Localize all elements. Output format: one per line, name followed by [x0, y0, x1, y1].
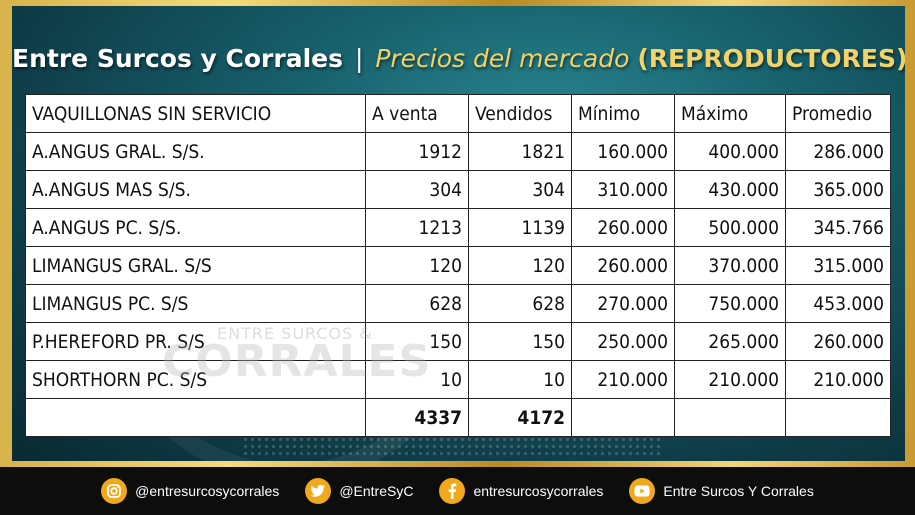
row-name: P.HEREFORD PR. S/S [25, 322, 366, 361]
total-minimo [571, 398, 675, 437]
row-a-venta: 628 [365, 284, 469, 323]
title-subtitle: Precios del mercado [375, 44, 630, 73]
row-name: SHORTHORN PC. S/S [25, 360, 366, 399]
header-vendidos: Vendidos [468, 94, 572, 133]
row-maximo: 400.000 [674, 132, 786, 171]
instagram-link[interactable]: @entresurcosycorrales [101, 478, 279, 504]
instagram-handle: @entresurcosycorrales [135, 483, 280, 499]
facebook-icon [439, 478, 466, 504]
row-promedio: 315.000 [785, 246, 891, 285]
header-maximo: Máximo [674, 94, 786, 133]
row-vendidos: 120 [468, 246, 572, 285]
totals-row: 4337 4172 [25, 398, 891, 437]
total-vendidos: 4172 [468, 398, 572, 437]
table-row: LIMANGUS PC. S/S 628 628 270.000 750.000… [25, 284, 891, 323]
header-category: VAQUILLONAS SIN SERVICIO [25, 94, 366, 133]
facebook-link[interactable]: entresurcosycorrales [439, 478, 603, 504]
header-promedio: Promedio [785, 94, 891, 133]
row-maximo: 430.000 [674, 170, 786, 209]
row-name: LIMANGUS PC. S/S [25, 284, 366, 323]
page-title: Entre Surcos y Corrales | Precios del me… [12, 44, 905, 73]
row-minimo: 270.000 [571, 284, 675, 323]
row-promedio: 345.766 [785, 208, 891, 247]
row-minimo: 160.000 [571, 132, 675, 171]
twitter-icon [305, 478, 332, 504]
row-minimo: 310.000 [571, 170, 675, 209]
title-brand: Entre Surcos y Corrales [12, 44, 343, 73]
totals-label [25, 398, 366, 437]
row-minimo: 260.000 [571, 208, 675, 247]
youtube-link[interactable]: Entre Surcos Y Corrales [629, 478, 814, 504]
main-panel: ENTRE SURCOS & CORRALES Entre Surcos y C… [12, 6, 905, 461]
total-maximo [674, 398, 786, 437]
table-row: A.ANGUS MAS S/S. 304 304 310.000 430.000… [25, 170, 891, 209]
instagram-icon [101, 478, 128, 504]
youtube-channel: Entre Surcos Y Corrales [663, 483, 814, 499]
watermark-line2: CORRALES [162, 336, 432, 387]
row-vendidos: 10 [468, 360, 572, 399]
row-name: A.ANGUS PC. S/S. [25, 208, 366, 247]
row-maximo: 750.000 [674, 284, 786, 323]
title-separator: | [354, 44, 364, 73]
row-a-venta: 1912 [365, 132, 469, 171]
row-promedio: 260.000 [785, 322, 891, 361]
social-footer: @entresurcosycorrales @EntreSyC entresur… [0, 467, 915, 515]
header-minimo: Mínimo [571, 94, 675, 133]
row-a-venta: 304 [365, 170, 469, 209]
title-category: (REPRODUCTORES) [637, 44, 905, 73]
price-table: VAQUILLONAS SIN SERVICIO A venta Vendido… [25, 94, 891, 437]
row-minimo: 260.000 [571, 246, 675, 285]
table-row: A.ANGUS PC. S/S. 1213 1139 260.000 500.0… [25, 208, 891, 247]
row-a-venta: 1213 [365, 208, 469, 247]
row-promedio: 365.000 [785, 170, 891, 209]
table-row: LIMANGUS GRAL. S/S 120 120 260.000 370.0… [25, 246, 891, 285]
table-header-row: VAQUILLONAS SIN SERVICIO A venta Vendido… [25, 94, 891, 133]
watermark-line1: ENTRE SURCOS & [217, 324, 373, 343]
twitter-link[interactable]: @EntreSyC [305, 478, 413, 504]
row-name: LIMANGUS GRAL. S/S [25, 246, 366, 285]
table-row: A.ANGUS GRAL. S/S. 1912 1821 160.000 400… [25, 132, 891, 171]
header-a-venta: A venta [365, 94, 469, 133]
row-promedio: 453.000 [785, 284, 891, 323]
row-minimo: 210.000 [571, 360, 675, 399]
facebook-handle: entresurcosycorrales [473, 483, 604, 499]
total-promedio [785, 398, 891, 437]
row-name: A.ANGUS MAS S/S. [25, 170, 366, 209]
row-promedio: 286.000 [785, 132, 891, 171]
dot-pattern [242, 436, 662, 456]
row-maximo: 370.000 [674, 246, 786, 285]
row-minimo: 250.000 [571, 322, 675, 361]
row-promedio: 210.000 [785, 360, 891, 399]
row-a-venta: 10 [365, 360, 469, 399]
row-vendidos: 1139 [468, 208, 572, 247]
table-row: SHORTHORN PC. S/S 10 10 210.000 210.000 … [25, 360, 891, 399]
row-maximo: 265.000 [674, 322, 786, 361]
row-vendidos: 304 [468, 170, 572, 209]
row-maximo: 500.000 [674, 208, 786, 247]
twitter-handle: @EntreSyC [339, 483, 414, 499]
table-row: P.HEREFORD PR. S/S 150 150 250.000 265.0… [25, 322, 891, 361]
row-a-venta: 120 [365, 246, 469, 285]
row-maximo: 210.000 [674, 360, 786, 399]
row-vendidos: 628 [468, 284, 572, 323]
row-vendidos: 1821 [468, 132, 572, 171]
total-a-venta: 4337 [365, 398, 469, 437]
row-vendidos: 150 [468, 322, 572, 361]
youtube-icon [629, 478, 656, 504]
row-name: A.ANGUS GRAL. S/S. [25, 132, 366, 171]
